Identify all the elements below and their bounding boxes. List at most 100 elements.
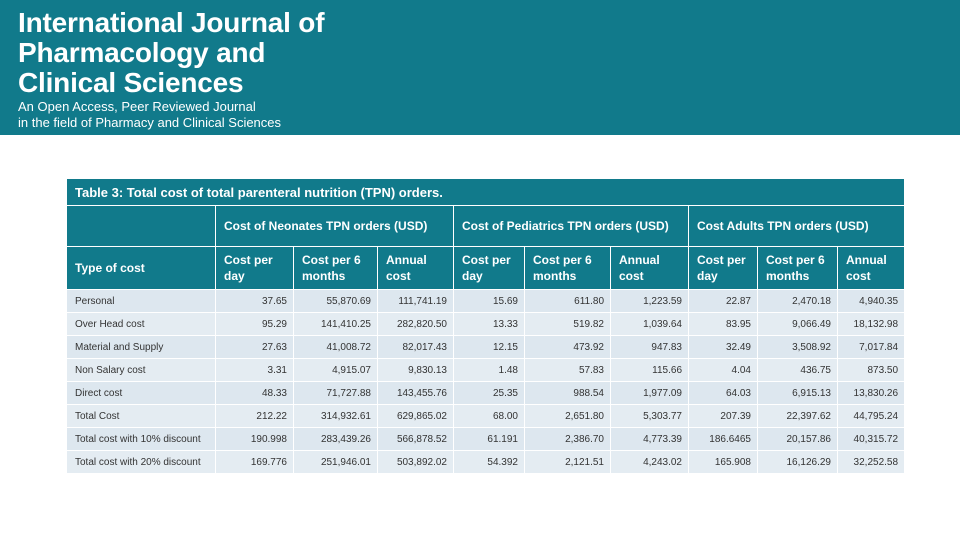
value-cell: 2,121.51	[524, 450, 611, 474]
value-cell: 503,892.02	[377, 450, 454, 474]
value-cell: 22.87	[688, 289, 758, 313]
value-cell: 143,455.76	[377, 381, 454, 405]
journal-subtitle-line: in the field of Pharmacy and Clinical Sc…	[18, 115, 282, 130]
row-label-cell: Direct cost	[66, 381, 216, 405]
table-row: Non Salary cost 3.31 4,915.07 9,830.13 1.48 5…	[66, 358, 906, 382]
value-cell: 68.00	[453, 404, 525, 428]
row-label-cell: Material and Supply	[66, 335, 216, 359]
table-row: Personal 37.65 55,870.69 111,741.19 15.69 611…	[66, 289, 906, 313]
value-cell: 9,830.13	[377, 358, 454, 382]
value-cell: 55,870.69	[293, 289, 378, 313]
group-header-pediatrics: Cost of Pediatrics TPN orders (USD)	[453, 205, 689, 247]
value-cell: 54.392	[453, 450, 525, 474]
value-cell: 473.92	[524, 335, 611, 359]
journal-subtitle-line: An Open Access, Peer Reviewed Journal	[18, 99, 256, 114]
value-cell: 190.998	[215, 427, 294, 451]
value-cell: 48.33	[215, 381, 294, 405]
value-cell: 169.776	[215, 450, 294, 474]
column-header: Cost per 6 months	[524, 246, 611, 290]
value-cell: 186.6465	[688, 427, 758, 451]
value-cell: 282,820.50	[377, 312, 454, 336]
column-header: Cost per 6 months	[293, 246, 378, 290]
value-cell: 141,410.25	[293, 312, 378, 336]
row-label-cell: Total Cost	[66, 404, 216, 428]
journal-banner: International Journal of Pharmacology an…	[0, 0, 960, 135]
value-cell: 4,243.02	[610, 450, 689, 474]
table-caption: Table 3: Total cost of total parenteral …	[65, 178, 906, 206]
value-cell: 82,017.43	[377, 335, 454, 359]
value-cell: 283,439.26	[293, 427, 378, 451]
value-cell: 32.49	[688, 335, 758, 359]
value-cell: 40,315.72	[836, 427, 906, 451]
value-cell: 4.04	[688, 358, 758, 382]
value-cell: 947.83	[610, 335, 689, 359]
group-header-neonates: Cost of Neonates TPN orders (USD)	[215, 205, 454, 247]
journal-title-line: Pharmacology and	[18, 37, 266, 68]
column-header: Cost per day	[215, 246, 294, 290]
journal-title-line: Clinical Sciences	[18, 67, 244, 98]
value-cell: 32,252.58	[836, 450, 906, 474]
row-label-cell: Total cost with 20% discount	[66, 450, 216, 474]
value-cell: 13.33	[453, 312, 525, 336]
journal-title: International Journal of Pharmacology an…	[18, 8, 538, 98]
value-cell: 1.48	[453, 358, 525, 382]
value-cell: 61.191	[453, 427, 525, 451]
table-row: Total cost with 20% discount 169.776 251,9…	[66, 450, 906, 474]
value-cell: 4,915.07	[293, 358, 378, 382]
value-cell: 3,508.92	[757, 335, 838, 359]
value-cell: 1,223.59	[610, 289, 689, 313]
value-cell: 22,397.62	[757, 404, 838, 428]
column-header: Annual cost	[836, 246, 906, 290]
value-cell: 83.95	[688, 312, 758, 336]
value-cell: 629,865.02	[377, 404, 454, 428]
column-header: Annual cost	[377, 246, 454, 290]
table-row: Total cost with 10% discount 190.998 283,4…	[66, 427, 906, 451]
value-cell: 16,126.29	[757, 450, 838, 474]
row-label-cell: Personal	[66, 289, 216, 313]
value-cell: 20,157.86	[757, 427, 838, 451]
value-cell: 1,977.09	[610, 381, 689, 405]
value-cell: 251,946.01	[293, 450, 378, 474]
value-cell: 2,470.18	[757, 289, 838, 313]
value-cell: 436.75	[757, 358, 838, 382]
value-cell: 2,386.70	[524, 427, 611, 451]
value-cell: 4,940.35	[836, 289, 906, 313]
column-header-row: Type of cost Cost per day Cost per 6 month…	[66, 246, 906, 290]
value-cell: 6,915.13	[757, 381, 838, 405]
column-header: Type of cost	[66, 246, 216, 290]
value-cell: 64.03	[688, 381, 758, 405]
value-cell: 5,303.77	[610, 404, 689, 428]
column-header: Cost per day	[453, 246, 525, 290]
value-cell: 71,727.88	[293, 381, 378, 405]
value-cell: 44,795.24	[836, 404, 906, 428]
table-row: Direct cost 48.33 71,727.88 143,455.76 25.35…	[66, 381, 906, 405]
value-cell: 95.29	[215, 312, 294, 336]
value-cell: 18,132.98	[836, 312, 906, 336]
value-cell: 519.82	[524, 312, 611, 336]
column-header: Cost per 6 months	[757, 246, 838, 290]
value-cell: 41,008.72	[293, 335, 378, 359]
value-cell: 12.15	[453, 335, 525, 359]
value-cell: 27.63	[215, 335, 294, 359]
value-cell: 314,932.61	[293, 404, 378, 428]
value-cell: 7,017.84	[836, 335, 906, 359]
value-cell: 3.31	[215, 358, 294, 382]
column-header: Cost per day	[688, 246, 758, 290]
value-cell: 212.22	[215, 404, 294, 428]
value-cell: 873.50	[836, 358, 906, 382]
value-cell: 2,651.80	[524, 404, 611, 428]
row-label-cell: Non Salary cost	[66, 358, 216, 382]
value-cell: 9,066.49	[757, 312, 838, 336]
row-label-cell: Total cost with 10% discount	[66, 427, 216, 451]
value-cell: 37.65	[215, 289, 294, 313]
group-header-row: Cost of Neonates TPN orders (USD) Cost o…	[66, 205, 906, 247]
value-cell: 111,741.19	[377, 289, 454, 313]
value-cell: 566,878.52	[377, 427, 454, 451]
value-cell: 57.83	[524, 358, 611, 382]
row-label-cell: Over Head cost	[66, 312, 216, 336]
value-cell: 988.54	[524, 381, 611, 405]
journal-title-line: International Journal of	[18, 7, 325, 38]
value-cell: 207.39	[688, 404, 758, 428]
value-cell: 165.908	[688, 450, 758, 474]
group-header-empty	[66, 205, 216, 247]
